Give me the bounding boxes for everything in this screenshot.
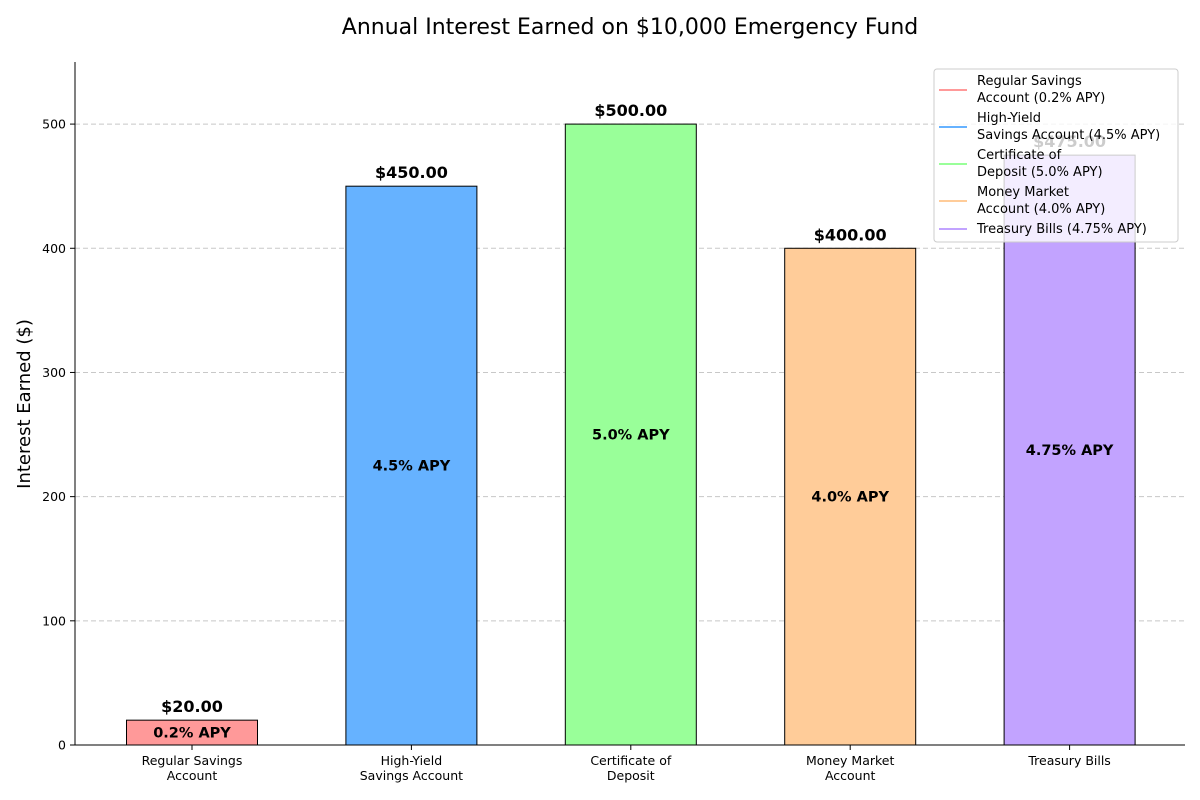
y-tick-label: 100 xyxy=(42,613,66,628)
bar xyxy=(564,123,697,746)
legend-entry: Regular Savings Account (0.2% APY) xyxy=(977,74,1105,106)
legend-entry-line: Regular Savings xyxy=(977,74,1082,89)
x-tick-label-line: Account xyxy=(167,768,218,783)
data-label: $400.00 xyxy=(814,225,887,244)
bar xyxy=(784,247,917,746)
y-tick-label: 200 xyxy=(42,489,66,504)
x-tick-label: Treasury Bills xyxy=(1027,753,1110,768)
x-tick-label: Money Market Account xyxy=(806,753,894,783)
x-tick-label-line: High-Yield xyxy=(381,753,443,768)
apy-label: 0.2% APY xyxy=(153,726,231,742)
apy-label: 5.0% APY xyxy=(592,428,670,444)
x-tick-label-line: Certificate of xyxy=(590,753,672,768)
bar xyxy=(126,719,258,746)
bars xyxy=(126,123,1136,746)
legend-entry-line: Account (0.2% APY) xyxy=(977,91,1105,106)
y-tick-label: 300 xyxy=(42,365,66,380)
apy-label: 4.5% APY xyxy=(373,459,451,475)
legend-entry-line: Certificate of xyxy=(977,148,1062,163)
legend-entry: High-Yield Savings Account (4.5% APY) xyxy=(977,111,1160,143)
legend-entry-line: Money Market xyxy=(977,185,1069,200)
x-tick-label-line: Deposit xyxy=(607,768,655,783)
x-tick-label: High-Yield Savings Account xyxy=(360,753,463,783)
legend-entry-line: Savings Account (4.5% APY) xyxy=(977,128,1160,143)
x-tick-label-line: Account xyxy=(825,768,876,783)
y-axis-label: Interest Earned ($) xyxy=(14,319,35,489)
legend-entry-line: Deposit (5.0% APY) xyxy=(977,165,1103,180)
apy-label: 4.0% APY xyxy=(811,490,889,506)
legend-entry: Money Market Account (4.0% APY) xyxy=(977,185,1105,217)
x-tick-label-line: Treasury Bills xyxy=(1027,753,1110,768)
bar xyxy=(345,185,478,746)
data-label: $20.00 xyxy=(161,697,223,716)
x-tick-label-line: Savings Account xyxy=(360,768,463,783)
legend-entry-line: Treasury Bills (4.75% APY) xyxy=(976,222,1147,237)
data-label: $450.00 xyxy=(375,163,448,182)
y-tick-label: 0 xyxy=(58,738,66,753)
apy-label: 4.75% APY xyxy=(1026,443,1114,459)
legend-entry: Certificate of Deposit (5.0% APY) xyxy=(977,148,1103,180)
legend: Regular Savings Account (0.2% APY) High-Yi… xyxy=(933,68,1179,243)
x-tick-label: Certificate of Deposit xyxy=(590,753,672,783)
legend-entry-line: High-Yield xyxy=(977,111,1041,126)
legend-box xyxy=(933,68,1179,243)
y-tick-label: 400 xyxy=(42,241,66,256)
x-tick-label-line: Regular Savings xyxy=(142,753,243,768)
data-label: $500.00 xyxy=(594,101,667,120)
legend-entry-line: Account (4.0% APY) xyxy=(977,202,1105,217)
bar xyxy=(1003,154,1136,746)
x-tick-label: Regular Savings Account xyxy=(142,753,243,783)
chart-title: Annual Interest Earned on $10,000 Emerge… xyxy=(342,15,918,40)
x-tick-label-line: Money Market xyxy=(806,753,894,768)
y-tick-label: 500 xyxy=(42,117,66,132)
legend-entry: Treasury Bills (4.75% APY) xyxy=(976,222,1147,237)
